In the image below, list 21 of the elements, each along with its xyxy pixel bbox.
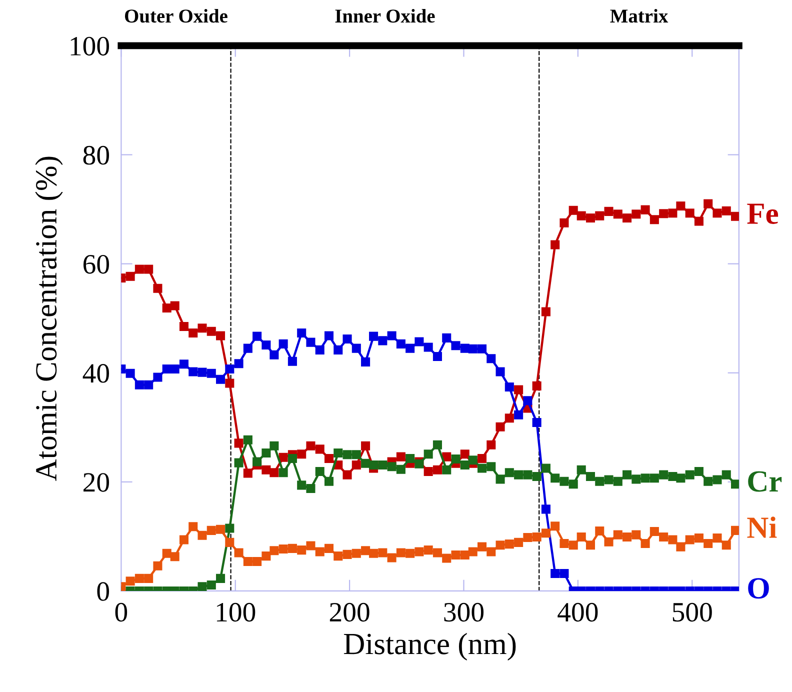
x-tick-label: 300 <box>444 602 484 622</box>
y-tick-label: 100 <box>70 36 110 56</box>
x-tick-label: 200 <box>330 602 370 622</box>
x-tick-label: 0 <box>115 602 128 622</box>
y-tick-label: 20 <box>84 473 110 492</box>
x-tick-label: 500 <box>672 602 712 622</box>
text: Inner Oxide <box>335 8 435 23</box>
x-tick-label: 100 <box>216 602 256 622</box>
y-tick-label: 60 <box>83 254 110 274</box>
x-tick-label: 400 <box>558 602 598 622</box>
text: Matrix <box>610 8 668 23</box>
series-label: O <box>748 578 769 599</box>
x-axis-title: Distance (nm) <box>344 632 516 661</box>
y-tick-label: 40 <box>82 364 110 383</box>
text: Outer Oxide <box>124 8 228 23</box>
series-label: Fe <box>747 204 778 224</box>
y-axis-title: Atomic Concentration (%) <box>35 156 63 481</box>
y-tick-label: 0 <box>97 582 110 601</box>
series-label: Ni <box>747 516 777 538</box>
y-tick-label: 80 <box>83 146 110 165</box>
series-label: Cr <box>748 471 782 492</box>
